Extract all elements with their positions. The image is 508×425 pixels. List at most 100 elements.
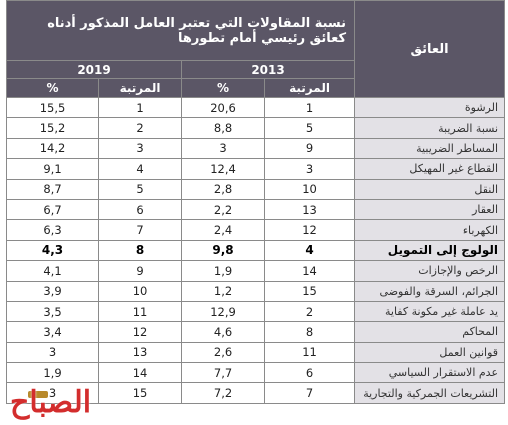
pct-2019-cell: 6,7 xyxy=(7,199,99,219)
table-row: الكهرباء 12 2,4 7 6,3 xyxy=(7,220,505,240)
obstacle-label: المساطر الضريبية xyxy=(355,138,505,158)
pct-2013-cell: 20,6 xyxy=(182,98,265,118)
obstacle-column-header: العائق xyxy=(355,1,505,98)
rank-2013-cell: 12 xyxy=(265,220,355,240)
pct-2019-cell: 14,2 xyxy=(7,138,99,158)
obstacle-label: نسبة الضريبة xyxy=(355,118,505,138)
pct-2013-cell: 12,4 xyxy=(182,159,265,179)
table-title: نسبة المقاولات التي تعتبر العامل المذكور… xyxy=(7,1,355,61)
table-row: نسبة الضريبة 5 8,8 2 15,2 xyxy=(7,118,505,138)
obstacles-table: العائق نسبة المقاولات التي تعتبر العامل … xyxy=(6,0,505,404)
pct-2019-cell: 3 xyxy=(7,342,99,362)
year-header-2019: 2019 xyxy=(7,61,182,79)
rank-2013-cell: 4 xyxy=(265,240,355,260)
pct-2019-cell: 3,4 xyxy=(7,322,99,342)
obstacle-label: يد عاملة غير مكونة كفاية xyxy=(355,301,505,321)
pct-2019-cell: 4,1 xyxy=(7,261,99,281)
pct-2013-cell: 12,9 xyxy=(182,301,265,321)
pct-2019-cell: 15,5 xyxy=(7,98,99,118)
table-row: قوانين العمل 11 2,6 13 3 xyxy=(7,342,505,362)
rank-2019-cell: 8 xyxy=(99,240,182,260)
table-row: الولوج إلى التمويل 4 9,8 8 4,3 xyxy=(7,240,505,260)
pct-2019-cell: 4,3 xyxy=(7,240,99,260)
obstacle-label: الكهرباء xyxy=(355,220,505,240)
rank-2013-cell: 11 xyxy=(265,342,355,362)
rank-2013-cell: 2 xyxy=(265,301,355,321)
rank-header-2019: المرتبة xyxy=(99,79,182,98)
pct-2013-cell: 1,9 xyxy=(182,261,265,281)
table-row: النقل 10 2,8 5 8,7 xyxy=(7,179,505,199)
watermark-logo: الصباح xyxy=(10,386,91,420)
pct-2013-cell: 2,8 xyxy=(182,179,265,199)
pct-2013-cell: 4,6 xyxy=(182,322,265,342)
pct-2019-cell: 8,7 xyxy=(7,179,99,199)
rank-header-2013: المرتبة xyxy=(265,79,355,98)
rank-2019-cell: 12 xyxy=(99,322,182,342)
rank-2019-cell: 4 xyxy=(99,159,182,179)
rank-2019-cell: 1 xyxy=(99,98,182,118)
rank-2019-cell: 10 xyxy=(99,281,182,301)
pct-2019-cell: 15,2 xyxy=(7,118,99,138)
pct-header-2019: % xyxy=(7,79,99,98)
pct-2019-cell: 3,5 xyxy=(7,301,99,321)
table-row: العقار 13 2,2 6 6,7 xyxy=(7,199,505,219)
pct-2019-cell: 9,1 xyxy=(7,159,99,179)
pct-2013-cell: 7,2 xyxy=(182,383,265,403)
pct-2013-cell: 2,2 xyxy=(182,199,265,219)
rank-2019-cell: 11 xyxy=(99,301,182,321)
rank-2013-cell: 14 xyxy=(265,261,355,281)
obstacle-label: التشريعات الجمركية والتجارية xyxy=(355,383,505,403)
rank-2013-cell: 10 xyxy=(265,179,355,199)
pct-2013-cell: 2,6 xyxy=(182,342,265,362)
pct-2013-cell: 1,2 xyxy=(182,281,265,301)
rank-2019-cell: 13 xyxy=(99,342,182,362)
table-row: الرخص والإجازات 14 1,9 9 4,1 xyxy=(7,261,505,281)
table-row: الجرائم، السرقة والفوضى 15 1,2 10 3,9 xyxy=(7,281,505,301)
year-header-2013: 2013 xyxy=(182,61,355,79)
rank-2013-cell: 9 xyxy=(265,138,355,158)
obstacle-label: الولوج إلى التمويل xyxy=(355,240,505,260)
rank-2013-cell: 8 xyxy=(265,322,355,342)
rank-2019-cell: 14 xyxy=(99,363,182,383)
rank-2013-cell: 1 xyxy=(265,98,355,118)
rank-2019-cell: 2 xyxy=(99,118,182,138)
obstacle-label: العقار xyxy=(355,199,505,219)
obstacle-label: النقل xyxy=(355,179,505,199)
pct-2019-cell: 6,3 xyxy=(7,220,99,240)
obstacle-label: الرشوة xyxy=(355,98,505,118)
table-row: المساطر الضريبية 9 3 3 14,2 xyxy=(7,138,505,158)
table-row: المحاكم 8 4,6 12 3,4 xyxy=(7,322,505,342)
table-row: عدم الاستقرار السياسي 6 7,7 14 1,9 xyxy=(7,363,505,383)
obstacle-label: عدم الاستقرار السياسي xyxy=(355,363,505,383)
rank-2019-cell: 7 xyxy=(99,220,182,240)
pct-2013-cell: 9,8 xyxy=(182,240,265,260)
rank-2013-cell: 15 xyxy=(265,281,355,301)
pct-2019-cell: 1,9 xyxy=(7,363,99,383)
rank-2013-cell: 13 xyxy=(265,199,355,219)
rank-2019-cell: 15 xyxy=(99,383,182,403)
pct-2013-cell: 8,8 xyxy=(182,118,265,138)
table-row: يد عاملة غير مكونة كفاية 2 12,9 11 3,5 xyxy=(7,301,505,321)
rank-2013-cell: 7 xyxy=(265,383,355,403)
table-row: القطاع غير المهيكل 3 12,4 4 9,1 xyxy=(7,159,505,179)
rank-2019-cell: 3 xyxy=(99,138,182,158)
rank-2013-cell: 6 xyxy=(265,363,355,383)
rank-2019-cell: 6 xyxy=(99,199,182,219)
rank-2013-cell: 5 xyxy=(265,118,355,138)
pct-2019-cell: 3,9 xyxy=(7,281,99,301)
rank-2013-cell: 3 xyxy=(265,159,355,179)
table-row: الرشوة 1 20,6 1 15,5 xyxy=(7,98,505,118)
obstacle-label: المحاكم xyxy=(355,322,505,342)
rank-2019-cell: 9 xyxy=(99,261,182,281)
pct-2013-cell: 2,4 xyxy=(182,220,265,240)
pct-header-2013: % xyxy=(182,79,265,98)
obstacle-label: القطاع غير المهيكل xyxy=(355,159,505,179)
pct-2013-cell: 3 xyxy=(182,138,265,158)
obstacle-label: الجرائم، السرقة والفوضى xyxy=(355,281,505,301)
obstacles-table-frame: العائق نسبة المقاولات التي تعتبر العامل … xyxy=(6,0,504,425)
table-body: الرشوة 1 20,6 1 15,5 نسبة الضريبة 5 8,8 2 15,2 الم… xyxy=(7,98,505,404)
obstacle-label: الرخص والإجازات xyxy=(355,261,505,281)
obstacle-label: قوانين العمل xyxy=(355,342,505,362)
pct-2013-cell: 7,7 xyxy=(182,363,265,383)
rank-2019-cell: 5 xyxy=(99,179,182,199)
